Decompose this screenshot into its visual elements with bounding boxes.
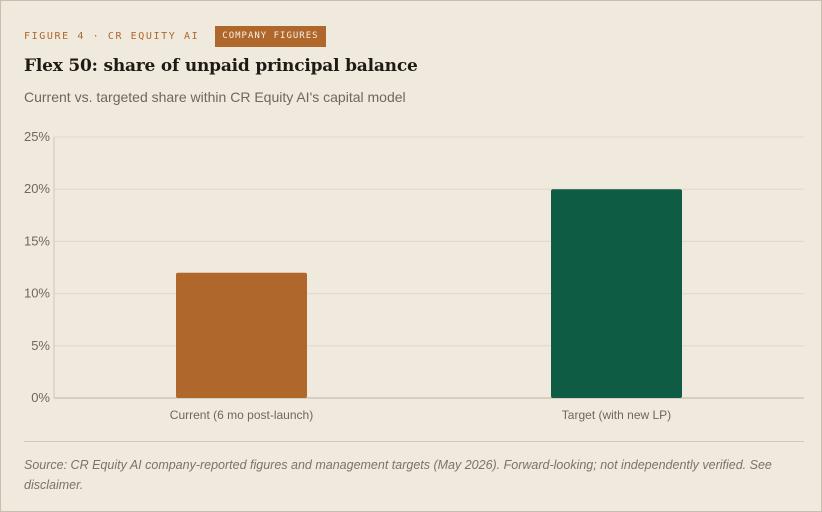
chart-title: Flex 50: share of unpaid principal balan… xyxy=(24,56,418,76)
x-category-label: Current (6 mo post-launch) xyxy=(170,408,313,422)
y-tick-label: 15% xyxy=(24,233,50,248)
y-tick-label: 25% xyxy=(24,129,50,144)
bar-current xyxy=(176,272,307,398)
figure-kicker: FIGURE 4 · CR EQUITY AI xyxy=(24,31,200,42)
source-note: Source: CR Equity AI company-reported fi… xyxy=(24,458,772,492)
y-tick-label: 10% xyxy=(24,286,50,301)
y-tick-label: 5% xyxy=(31,338,50,353)
y-tick-label: 20% xyxy=(24,181,50,196)
y-tick-label: 0% xyxy=(31,390,50,405)
bar-target xyxy=(551,189,682,398)
company-figures-badge: COMPANY FIGURES xyxy=(215,26,326,47)
footer-divider xyxy=(24,441,804,442)
bar-chart: 0% 5% 10% 15% 20% 25% Current (6 mo post-launc… xyxy=(24,129,804,422)
header-row: FIGURE 4 · CR EQUITY AI COMPANY FIGURES xyxy=(24,26,326,47)
x-category-label: Target (with new LP) xyxy=(562,408,671,422)
chart-subtitle: Current vs. targeted share within CR Equ… xyxy=(24,89,406,105)
